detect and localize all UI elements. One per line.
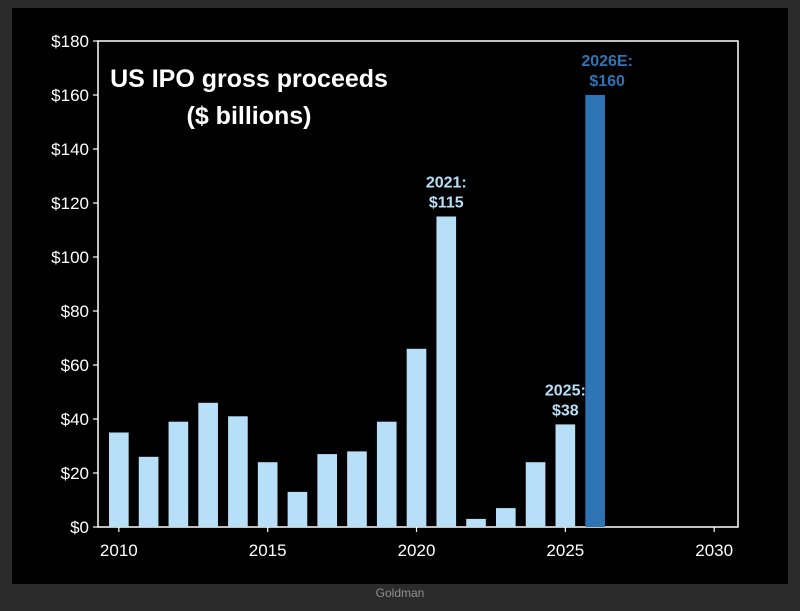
y-tick-label: $100 bbox=[51, 248, 89, 267]
y-tick-label: $120 bbox=[51, 194, 89, 213]
bar-2018 bbox=[347, 451, 367, 527]
bar-2023 bbox=[495, 508, 516, 527]
annotations: 2021: $115 2025: $38 2026E: $160 bbox=[426, 53, 633, 419]
chart-title-line-1: US IPO gross proceeds bbox=[110, 65, 388, 93]
chart-frame: $0 $20 $40 $60 $80 $100 $120 $140 $160 $180 2010 2… bbox=[12, 8, 788, 584]
annotation-2021-line-1: 2021: bbox=[426, 175, 467, 192]
y-axis: $0 $20 $40 $60 $80 $100 $120 $140 $160 $180 bbox=[51, 32, 98, 537]
x-tick-label: 2025 bbox=[546, 541, 584, 560]
annotation-2026-line-2: $160 bbox=[589, 73, 625, 90]
bar-2012 bbox=[168, 421, 189, 527]
bar-2013 bbox=[198, 402, 218, 527]
ipo-proceeds-chart: $0$20$40$60$80$100$120$140$160$180 2010 2… bbox=[51, 32, 739, 560]
bar-2025 bbox=[555, 424, 576, 527]
bar-2016 bbox=[287, 491, 308, 527]
bar-2014 bbox=[228, 416, 248, 527]
bar-2017 bbox=[317, 454, 338, 527]
bar-2021 bbox=[436, 216, 457, 527]
x-axis: 2010 2015 2020 2025 2030 bbox=[100, 527, 733, 560]
annotation-2025-line-1: 2025: bbox=[545, 382, 586, 399]
bar-2019 bbox=[376, 421, 397, 527]
x-tick-label: 2020 bbox=[398, 541, 436, 560]
bar-2011 bbox=[138, 456, 159, 527]
y-tick-label: $20 bbox=[61, 464, 89, 483]
bar-2024 bbox=[525, 462, 546, 527]
bar-series bbox=[109, 95, 605, 527]
bar-2015 bbox=[257, 462, 278, 527]
bar-2010 bbox=[109, 432, 129, 527]
x-tick-label: 2010 bbox=[100, 541, 138, 560]
y-tick-label: $180 bbox=[51, 32, 89, 51]
y-tick-label: $160 bbox=[51, 86, 89, 105]
y-tick-label: $60 bbox=[61, 356, 89, 375]
chart-title-line-2: ($ billions) bbox=[187, 102, 312, 130]
bar-2022 bbox=[466, 518, 486, 527]
annotation-2025-line-2: $38 bbox=[552, 402, 579, 419]
bar-2026-estimate bbox=[585, 95, 605, 527]
y-tick-label: $140 bbox=[51, 140, 89, 159]
x-tick-label: 2015 bbox=[249, 541, 287, 560]
bar-2020 bbox=[406, 348, 427, 527]
y-tick-label: $80 bbox=[61, 302, 89, 321]
annotation-2026-line-1: 2026E: bbox=[581, 53, 633, 70]
annotation-2021-line-2: $115 bbox=[429, 195, 464, 212]
source-label: Goldman bbox=[375, 586, 425, 600]
y-tick-label: $0 bbox=[70, 518, 89, 537]
x-tick-label: 2030 bbox=[695, 541, 733, 560]
y-tick-label: $40 bbox=[61, 410, 89, 429]
